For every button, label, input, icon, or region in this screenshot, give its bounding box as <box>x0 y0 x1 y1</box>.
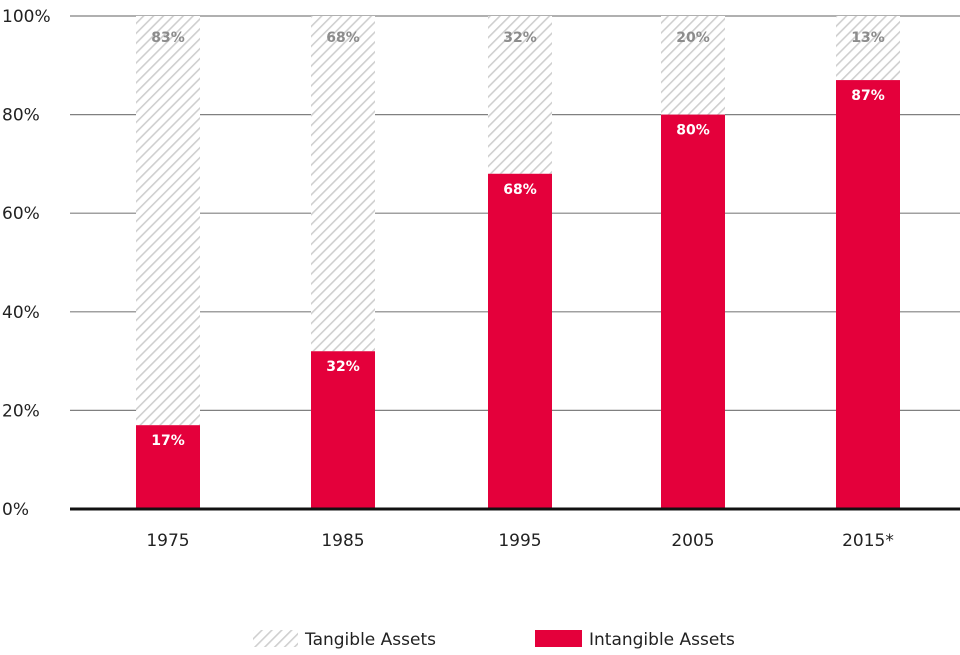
legend-swatch-tangible <box>253 630 298 647</box>
bar-tangible <box>311 16 375 352</box>
bar-intangible <box>836 80 900 509</box>
bars <box>136 16 900 509</box>
legend: Tangible Assets Intangible Assets <box>253 630 735 650</box>
y-tick-label: 60% <box>2 204 40 224</box>
data-label-intangible: 80% <box>676 123 710 139</box>
bar-tangible <box>136 16 200 426</box>
x-tick-label: 2005 <box>671 531 714 551</box>
data-label-tangible: 83% <box>151 30 185 46</box>
data-label-intangible: 87% <box>851 88 885 104</box>
bar-intangible <box>661 114 725 509</box>
y-tick-label: 40% <box>2 303 40 323</box>
bar-intangible <box>311 351 375 509</box>
data-label-intangible: 68% <box>503 182 537 198</box>
labels: 0% 20% 40% 60% 80% 100% 83% 17% 1975 68% 32% 1985 32… <box>2 7 894 551</box>
data-label-tangible: 68% <box>326 30 360 46</box>
x-tick-label: 1985 <box>321 531 364 551</box>
bar-tangible <box>661 16 725 115</box>
x-tick-label: 1975 <box>146 531 189 551</box>
bar-intangible <box>136 425 200 509</box>
data-label-tangible: 32% <box>503 30 537 46</box>
y-tick-label: 0% <box>2 500 29 520</box>
x-tick-label: 1995 <box>498 531 541 551</box>
data-label-tangible: 13% <box>851 30 885 46</box>
bar-tangible <box>488 16 552 174</box>
bar-tangible <box>836 16 900 81</box>
x-tick-label: 2015* <box>842 531 894 551</box>
legend-swatch-intangible <box>535 630 582 647</box>
y-tick-label: 80% <box>2 106 40 126</box>
data-label-intangible: 32% <box>326 359 360 375</box>
data-label-tangible: 20% <box>676 30 710 46</box>
data-label-intangible: 17% <box>151 433 185 449</box>
y-tick-label: 100% <box>2 7 51 27</box>
legend-label-intangible: Intangible Assets <box>589 630 735 650</box>
legend-label-tangible: Tangible Assets <box>304 630 436 650</box>
bar-intangible <box>488 173 552 509</box>
y-tick-label: 20% <box>2 401 40 421</box>
